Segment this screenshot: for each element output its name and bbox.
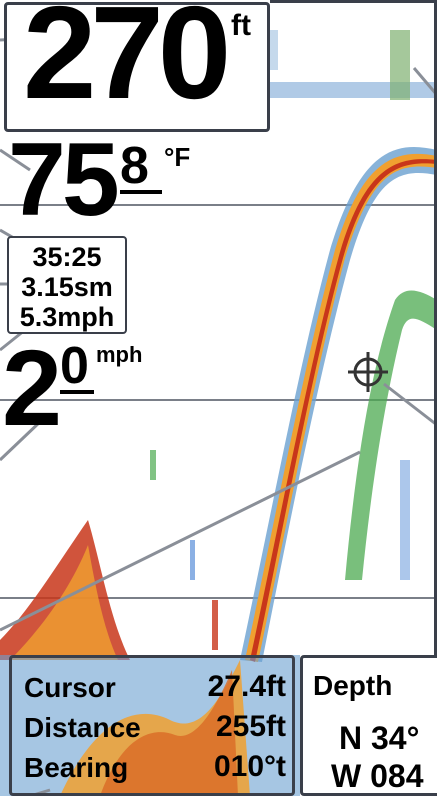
cursor-info-panel: Cursor 27.4ft Distance 255ft Bearing 010…: [9, 655, 295, 796]
position-panel: Depth N 34° W 084: [300, 655, 437, 796]
depth-readout: 270 ft: [4, 0, 270, 132]
speed-decimal: 0: [60, 337, 89, 395]
frame-border: [270, 0, 437, 3]
second-return: [345, 290, 437, 580]
speed-decimal-underline: [60, 390, 94, 394]
cursor-label: Cursor: [24, 672, 116, 703]
cursor-crosshair-icon[interactable]: [348, 352, 388, 392]
water-temp-decimal: 8: [120, 137, 149, 195]
cursor-value: 27.4ft: [207, 670, 286, 703]
bearing-value: 010°t: [213, 750, 286, 783]
water-temp-value: 75: [8, 122, 120, 238]
speed-value: 2: [2, 327, 63, 448]
depth-unit: ft: [231, 9, 251, 42]
frame-border: [434, 0, 437, 796]
trip-timer: 35:25: [32, 242, 102, 272]
latitude-value: N 34°: [339, 720, 420, 756]
position-depth-label: Depth: [313, 670, 393, 701]
speed-unit: mph: [96, 342, 143, 367]
trip-info: 35:25 3.15sm 5.3mph: [7, 236, 127, 334]
water-temp-decimal-underline: [120, 190, 162, 194]
bearing-label: Bearing: [24, 752, 129, 783]
trip-distance: 3.15sm: [21, 272, 113, 302]
depth-value: 270: [23, 0, 231, 126]
distance-label: Distance: [24, 712, 141, 743]
water-temp-unit: °F: [164, 142, 191, 172]
longitude-value: W 084: [331, 758, 424, 794]
surface-return: [390, 30, 410, 100]
trip-avg-speed: 5.3mph: [19, 302, 115, 332]
distance-value: 255ft: [215, 710, 286, 743]
